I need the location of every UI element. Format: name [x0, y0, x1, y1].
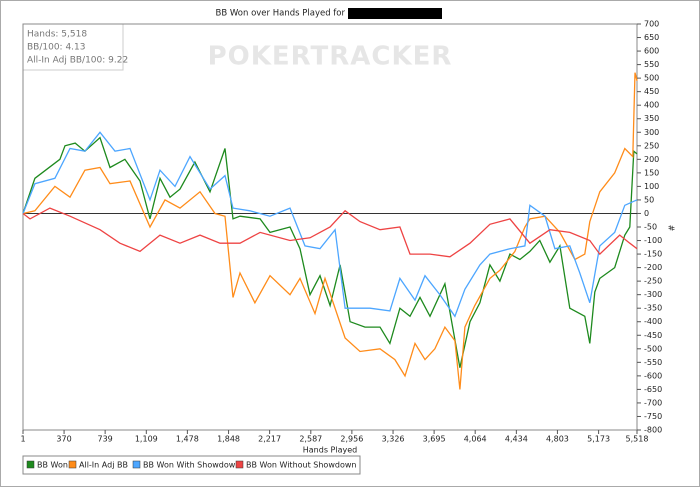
y-tick-label: -550: [644, 358, 662, 367]
x-tick-label: 2,217: [258, 435, 281, 444]
y-tick-label: 250: [644, 141, 659, 150]
x-tick-label: 1,109: [135, 435, 158, 444]
x-axis-label: Hands Played: [303, 446, 357, 455]
legend-swatch: [235, 460, 244, 469]
series-line: [22, 131, 638, 318]
y-tick-label: -150: [644, 250, 662, 259]
stats-box: [22, 23, 124, 71]
x-tick-label: 5,173: [587, 435, 610, 444]
y-tick-label: -250: [644, 277, 662, 286]
x-tick-label: 370: [56, 435, 71, 444]
chart-title: BB Won over Hands Played for: [216, 9, 346, 19]
y-tick-label: 50: [644, 195, 654, 204]
y-tick-label: -100: [644, 236, 662, 245]
legend-swatch: [26, 460, 35, 469]
watermark: POKERTRACKER: [208, 42, 453, 72]
y-tick-label: -300: [644, 290, 662, 299]
y-tick-label: -600: [644, 371, 662, 380]
y-tick-label: 500: [644, 74, 659, 83]
y-tick-label: -750: [644, 412, 662, 421]
y-tick-label: 700: [644, 20, 659, 29]
y-tick-label: 450: [644, 87, 659, 96]
stat-bb100: BB/100: 4.13: [27, 43, 86, 53]
x-tick-label: 1,848: [217, 435, 240, 444]
legend-label: BB Won: [37, 461, 68, 470]
y-tick-label: -350: [644, 304, 662, 313]
legend: [22, 455, 361, 475]
series-line: [22, 72, 638, 390]
y-tick-label: 350: [644, 114, 659, 123]
y-tick-label: -400: [644, 317, 662, 326]
x-tick-label: 4,434: [505, 435, 528, 444]
x-tick-label: 2,587: [299, 435, 322, 444]
x-tick-label: 4,803: [546, 435, 569, 444]
legend-label: BB Won Without Showdown: [246, 461, 356, 470]
y-tick-label: -200: [644, 263, 662, 272]
redaction: [348, 8, 442, 19]
x-tick-label: 5,518: [626, 435, 649, 444]
y-tick-label: 650: [644, 33, 659, 42]
y-tick-label: -450: [644, 331, 662, 340]
x-tick-label: 739: [97, 435, 112, 444]
y-axis-label: #: [667, 225, 676, 232]
x-tick-label: 4,064: [464, 435, 487, 444]
y-tick-label: 550: [644, 60, 659, 69]
y-tick-label: 300: [644, 128, 659, 137]
legend-swatch: [132, 460, 141, 469]
x-tick-label: 1: [20, 435, 25, 444]
legend-label: BB Won With Showdown: [143, 461, 240, 470]
y-tick-label: 200: [644, 155, 659, 164]
stat-allin: All-In Adj BB/100: 9.22: [27, 56, 128, 66]
x-tick-label: 2,956: [340, 435, 363, 444]
x-tick-label: 1,478: [176, 435, 199, 444]
y-tick-label: 400: [644, 101, 659, 110]
y-tick-label: 150: [644, 168, 659, 177]
y-tick-label: -500: [644, 344, 662, 353]
legend-label: All-In Adj BB: [79, 461, 128, 470]
y-tick-label: -700: [644, 398, 662, 407]
y-tick-label: 100: [644, 182, 659, 191]
y-tick-label: -50: [644, 223, 657, 232]
y-tick-label: 0: [644, 209, 649, 218]
y-tick-label: 600: [644, 47, 659, 56]
x-tick-label: 3,695: [423, 435, 446, 444]
y-tick-label: -800: [644, 426, 662, 435]
series-line: [22, 136, 638, 368]
series-line: [22, 207, 638, 258]
y-tick-label: -650: [644, 385, 662, 394]
legend-swatch: [68, 460, 77, 469]
x-tick-label: 3,326: [382, 435, 405, 444]
stat-hands: Hands: 5,518: [27, 30, 87, 40]
